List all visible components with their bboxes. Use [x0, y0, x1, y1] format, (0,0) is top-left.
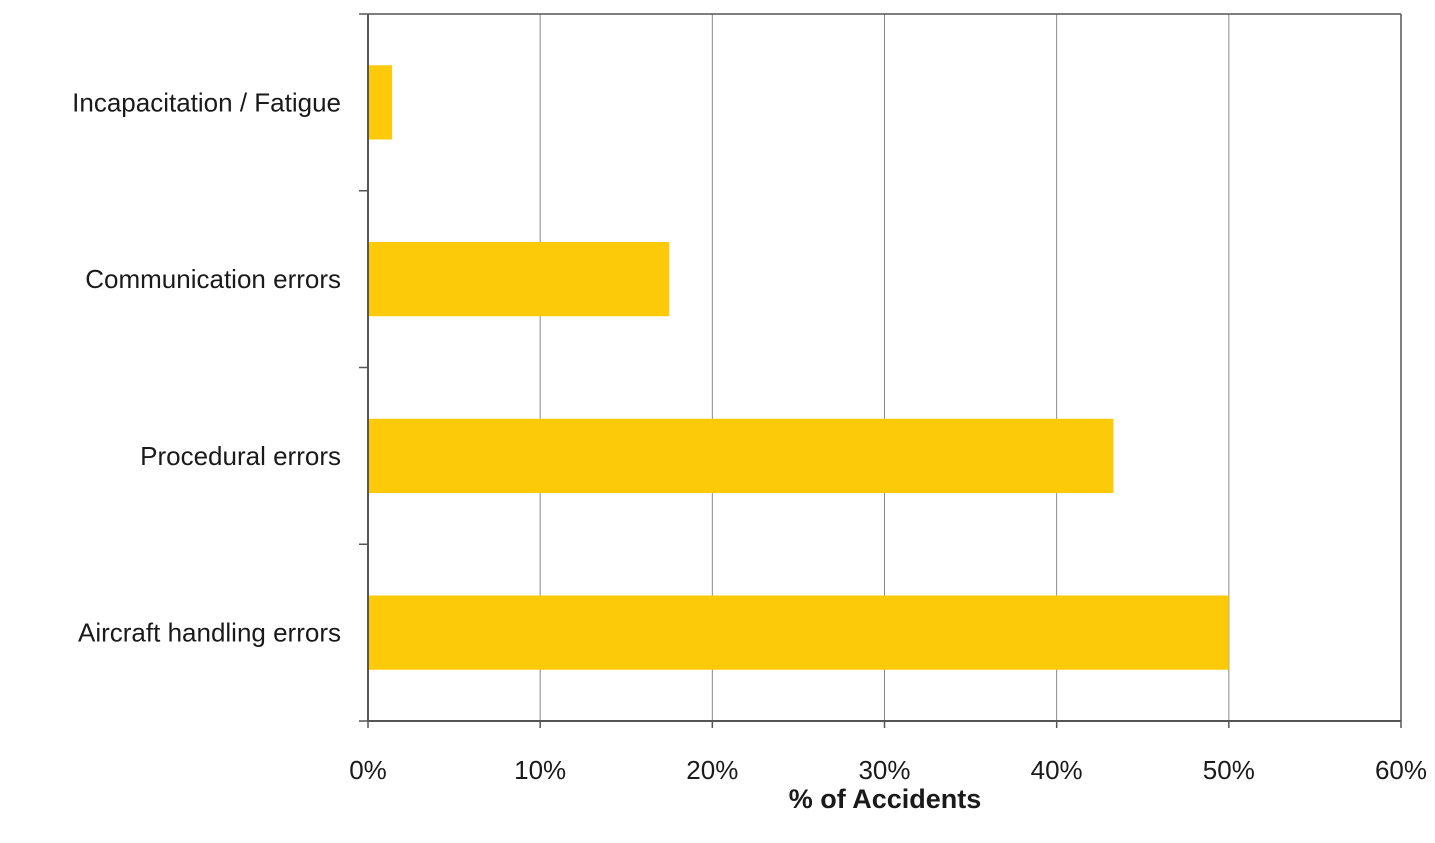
bar-communication-errors: [368, 242, 670, 317]
x-axis-title: % of Accidents: [789, 784, 982, 814]
x-tick-label-40: 40%: [1031, 755, 1083, 785]
category-label-communication-errors: Communication errors: [85, 264, 341, 294]
bar-procedural-errors: [368, 418, 1114, 493]
bar-aircraft-handling-errors: [368, 595, 1229, 670]
x-tick-label-0: 0%: [349, 755, 387, 785]
x-tick-label-60: 60%: [1375, 755, 1427, 785]
category-label-aircraft-handling-errors: Aircraft handling errors: [78, 618, 341, 648]
x-tick-label-50: 50%: [1203, 755, 1255, 785]
x-tick-label-10: 10%: [514, 755, 566, 785]
axes: [359, 13, 1402, 728]
bars: [368, 65, 1229, 670]
labels: 0% 10% 20% 30% 40% 50% 60% Incapacitation / Fat…: [72, 87, 1427, 785]
category-label-procedural-errors: Procedural errors: [140, 441, 341, 471]
bar-incapacitation-fatigue: [368, 65, 393, 140]
x-tick-label-30: 30%: [858, 755, 910, 785]
x-tick-label-20: 20%: [686, 755, 738, 785]
category-label-incapacitation-fatigue: Incapacitation / Fatigue: [72, 87, 341, 117]
